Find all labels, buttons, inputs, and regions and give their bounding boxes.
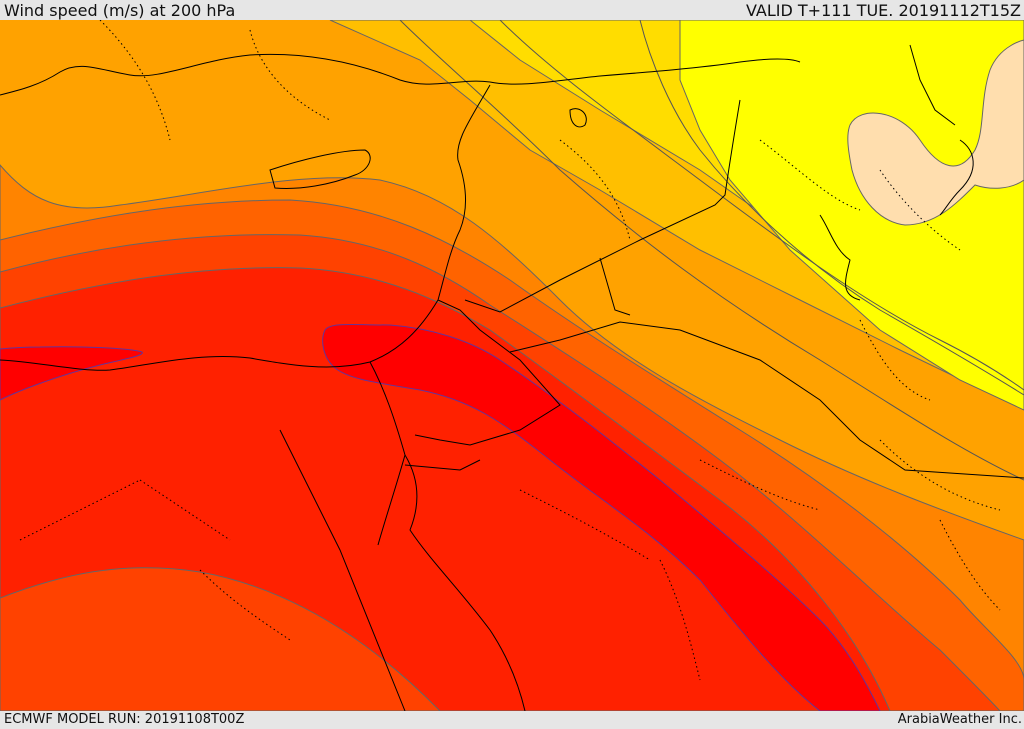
valid-time: VALID T+111 TUE. 20191112T15Z <box>745 1 1021 20</box>
model-run-label: ECMWF MODEL RUN: 20191108T00Z <box>4 712 245 727</box>
wind-speed-map <box>0 20 1024 711</box>
province-borders <box>19 20 1001 681</box>
isotach-lines <box>399 20 1024 481</box>
wind-speed-bands <box>0 20 1024 711</box>
map-title: Wind speed (m/s) at 200 hPa <box>4 1 236 20</box>
credit-label: ArabiaWeather Inc. <box>897 712 1022 727</box>
band-yellow <box>679 20 1024 411</box>
country-borders <box>404 44 1024 479</box>
band-jet-core-east <box>322 323 881 711</box>
band-jet-core-west <box>0 346 143 401</box>
coastlines <box>0 53 974 711</box>
band-red <box>0 267 891 711</box>
footer-bar: ECMWF MODEL RUN: 20191108T00Z ArabiaWeat… <box>0 711 1024 729</box>
header-bar: Wind speed (m/s) at 200 hPa VALID T+111 … <box>0 0 1024 20</box>
